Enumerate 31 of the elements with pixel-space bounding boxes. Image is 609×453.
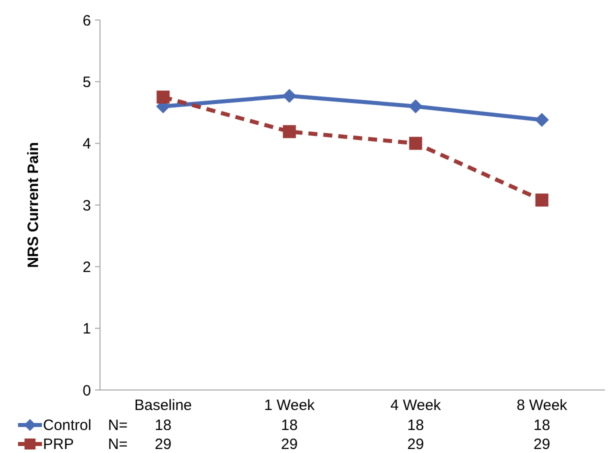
y-axis-title: NRS Current Pain (25, 142, 42, 268)
y-tick-label: 6 (82, 12, 91, 30)
text: 18 (534, 417, 550, 434)
x-tick-label: 4 Week (390, 397, 442, 414)
y-tick-label: 3 (82, 197, 91, 214)
y-tick-label: 2 (82, 258, 91, 276)
text: 18 (407, 417, 424, 434)
x-tick-label: 8 Week (516, 397, 568, 414)
text: 18 (154, 417, 172, 434)
text: N= (108, 417, 128, 434)
point (156, 90, 170, 104)
legend-label: Control (43, 417, 92, 434)
point (534, 112, 549, 127)
text: 29 (407, 436, 424, 453)
point (282, 88, 296, 103)
y-tick-label: 0 (82, 382, 91, 400)
y-tick-label: 5 (82, 74, 91, 91)
y-tick-label: 1 (82, 320, 91, 338)
point (282, 125, 296, 138)
text: 29 (281, 436, 298, 453)
point (409, 136, 422, 150)
point (408, 99, 423, 114)
text: 18 (281, 417, 298, 434)
x-tick-label: Baseline (134, 397, 192, 414)
y-tick-label: 4 (82, 136, 91, 153)
text: 29 (154, 436, 172, 453)
point (535, 194, 548, 207)
x-tick-label: 1 Week (264, 397, 316, 414)
legend-label: PRP (43, 436, 74, 453)
text: 29 (534, 436, 550, 453)
text: N= (108, 436, 128, 453)
